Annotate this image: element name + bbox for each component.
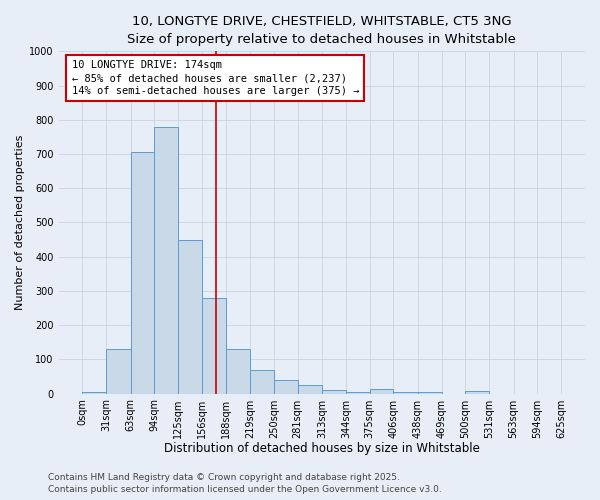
Bar [274,380,298,394]
Bar [370,390,394,394]
Bar [154,126,178,394]
Bar [106,349,131,394]
Bar [346,392,370,394]
Bar [298,385,322,394]
Bar [82,392,106,394]
Title: 10, LONGTYE DRIVE, CHESTFIELD, WHITSTABLE, CT5 3NG
Size of property relative to : 10, LONGTYE DRIVE, CHESTFIELD, WHITSTABL… [127,15,516,46]
Text: Contains HM Land Registry data © Crown copyright and database right 2025.
Contai: Contains HM Land Registry data © Crown c… [48,473,442,494]
Bar [131,152,154,394]
X-axis label: Distribution of detached houses by size in Whitstable: Distribution of detached houses by size … [164,442,480,455]
Bar [418,392,442,394]
Bar [250,370,274,394]
Bar [178,240,202,394]
Bar [202,298,226,394]
Y-axis label: Number of detached properties: Number of detached properties [15,135,25,310]
Bar [394,392,418,394]
Bar [466,391,489,394]
Text: 10 LONGTYE DRIVE: 174sqm
← 85% of detached houses are smaller (2,237)
14% of sem: 10 LONGTYE DRIVE: 174sqm ← 85% of detach… [71,60,359,96]
Bar [226,349,250,394]
Bar [322,390,346,394]
